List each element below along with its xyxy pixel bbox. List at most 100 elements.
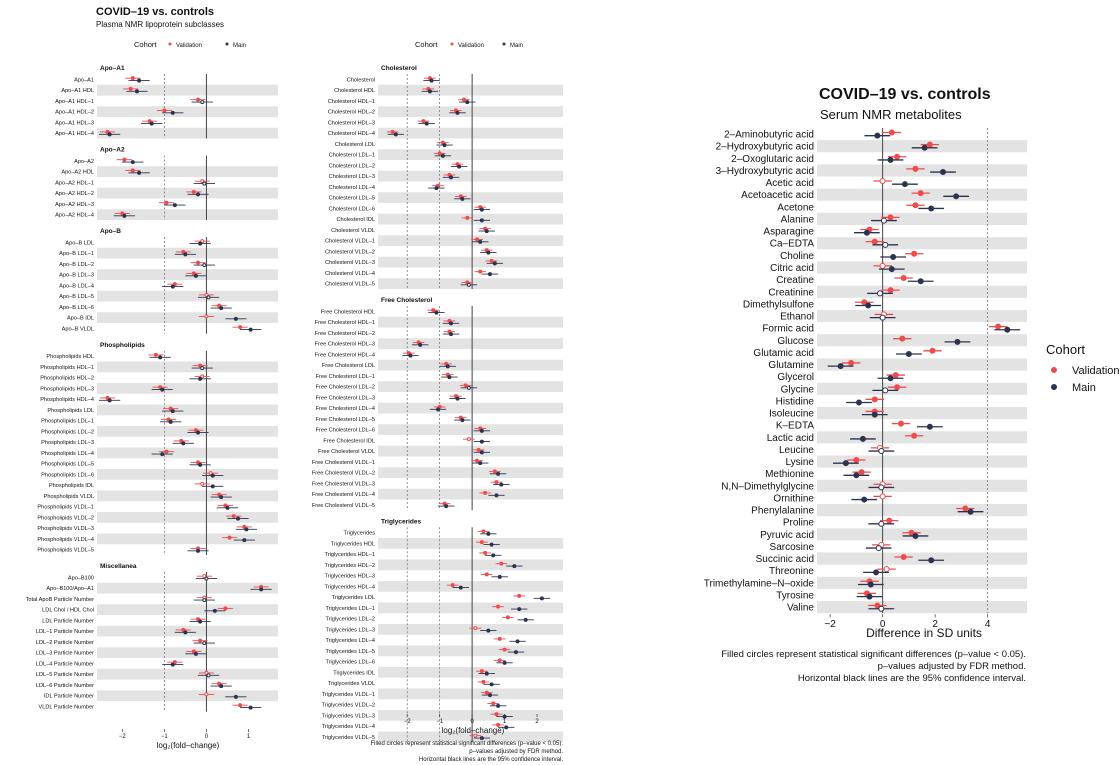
row-label: Triglycerides LDL–5 bbox=[325, 649, 375, 655]
validation-point bbox=[200, 179, 205, 184]
row-label: Triglycerides LDL bbox=[332, 595, 375, 601]
main-point bbox=[921, 144, 928, 151]
row-band bbox=[97, 247, 278, 259]
row-band bbox=[378, 316, 563, 328]
main-point bbox=[878, 484, 885, 491]
row-band bbox=[97, 625, 278, 637]
row-label: Triglycerides LDL–6 bbox=[325, 660, 375, 666]
legend-main-label: Main bbox=[233, 43, 246, 49]
row-label: Apo–B100 bbox=[68, 575, 94, 581]
main-point bbox=[491, 553, 496, 558]
main-point bbox=[107, 132, 112, 137]
main-point bbox=[967, 508, 974, 515]
main-point bbox=[172, 203, 177, 208]
validation-point bbox=[204, 292, 209, 297]
row-label: Apo–B LDL–3 bbox=[59, 273, 94, 279]
validation-point bbox=[879, 493, 886, 500]
row-label: Free Cholesterol VLDL–4 bbox=[312, 492, 375, 498]
main-point bbox=[479, 207, 484, 212]
row-label: Cholesterol bbox=[347, 77, 375, 83]
validation-point bbox=[489, 258, 494, 263]
validation-point bbox=[473, 733, 478, 738]
lipoprotein-forest-column-2: Cholesterol Cholesterol Cholesterol HDL Cho… bbox=[312, 65, 563, 743]
main-point bbox=[149, 121, 154, 126]
main-point bbox=[183, 252, 188, 257]
row-band bbox=[378, 338, 563, 349]
row-label: Triglycerides VLDL–3 bbox=[322, 713, 375, 719]
row-label: Phospholipids VLDL–1 bbox=[37, 505, 94, 511]
row-label: Apo–B LDL bbox=[65, 240, 94, 246]
main-point bbox=[204, 576, 209, 581]
x-tick-label: 0 bbox=[880, 619, 886, 630]
main-point bbox=[393, 132, 398, 137]
row-label: Alanine bbox=[781, 214, 815, 225]
row-band bbox=[97, 426, 278, 437]
validation-point bbox=[217, 681, 222, 686]
main-point bbox=[434, 186, 439, 191]
main-point bbox=[130, 160, 135, 165]
main-point bbox=[486, 250, 491, 255]
validation-point bbox=[483, 550, 488, 555]
row-label: Cholesterol LDL–4 bbox=[329, 185, 375, 191]
validation-point bbox=[223, 503, 228, 508]
x-tick-label: −2 bbox=[824, 619, 836, 630]
validation-point bbox=[450, 583, 455, 588]
lipoprotein-forest-column-1: Apo–A1 Apo–A1 Apo–A1 HDL Apo–A1 HDL–1 Apo–A1… bbox=[26, 65, 278, 740]
validation-point bbox=[168, 406, 173, 411]
main-point bbox=[863, 229, 870, 236]
validation-point bbox=[181, 627, 186, 632]
main-point bbox=[465, 100, 470, 105]
main-point bbox=[853, 472, 860, 479]
row-label: Free Cholesterol VLDL bbox=[318, 449, 375, 455]
validation-point bbox=[481, 679, 486, 684]
main-point bbox=[890, 253, 897, 260]
row-label: Isoleucine bbox=[769, 409, 814, 420]
main-point bbox=[523, 617, 528, 622]
legend-validation-marker bbox=[168, 42, 172, 46]
row-band bbox=[817, 358, 1027, 371]
row-label: Tyrosine bbox=[776, 591, 814, 602]
main-point bbox=[160, 452, 165, 457]
row-label: Phospholipids HDL–1 bbox=[40, 365, 94, 371]
row-label: Apo–B100/Apo–A1 bbox=[46, 586, 94, 592]
main-point bbox=[418, 342, 423, 347]
main-point bbox=[878, 448, 885, 455]
row-label: Triglycerides bbox=[344, 531, 376, 537]
row-band bbox=[97, 312, 278, 323]
validation-point bbox=[128, 86, 133, 91]
main-point bbox=[198, 462, 203, 467]
row-label: Valine bbox=[787, 603, 814, 614]
row-label: Apo–A2 bbox=[74, 159, 94, 165]
main-point bbox=[193, 651, 198, 656]
left-title: COVID–19 vs. controls bbox=[96, 6, 214, 18]
validation-point bbox=[883, 566, 890, 573]
row-label: 2–Oxoglutaric acid bbox=[731, 154, 814, 165]
validation-point bbox=[200, 239, 205, 244]
row-band bbox=[817, 406, 1027, 420]
main-point bbox=[492, 261, 497, 266]
row-band bbox=[817, 504, 1027, 517]
main-point bbox=[242, 538, 247, 543]
row-band bbox=[378, 170, 563, 182]
row-band bbox=[97, 469, 278, 480]
main-point bbox=[487, 693, 492, 698]
row-label: Histidine bbox=[776, 396, 815, 407]
validation-point bbox=[912, 165, 919, 172]
row-label: Triglycerides HDL–1 bbox=[325, 552, 375, 558]
row-band bbox=[97, 166, 278, 177]
validation-point bbox=[147, 119, 152, 124]
validation-point bbox=[492, 469, 497, 474]
validation-point bbox=[483, 490, 488, 495]
main-point bbox=[928, 205, 935, 212]
row-band bbox=[817, 309, 1027, 323]
right-xlabel: Difference in SD units bbox=[866, 626, 982, 640]
main-point bbox=[137, 78, 142, 83]
panel-title: Apo–A1 bbox=[100, 65, 125, 72]
main-point bbox=[460, 418, 465, 423]
row-label: Free Cholesterol LDL–2 bbox=[316, 385, 375, 391]
left-footnote-line-1: Filled circles represent statistical sig… bbox=[371, 741, 564, 747]
main-point bbox=[196, 548, 201, 553]
row-label: Phospholipids VLDL–2 bbox=[37, 515, 94, 521]
main-point bbox=[953, 193, 960, 200]
main-point bbox=[449, 321, 454, 326]
